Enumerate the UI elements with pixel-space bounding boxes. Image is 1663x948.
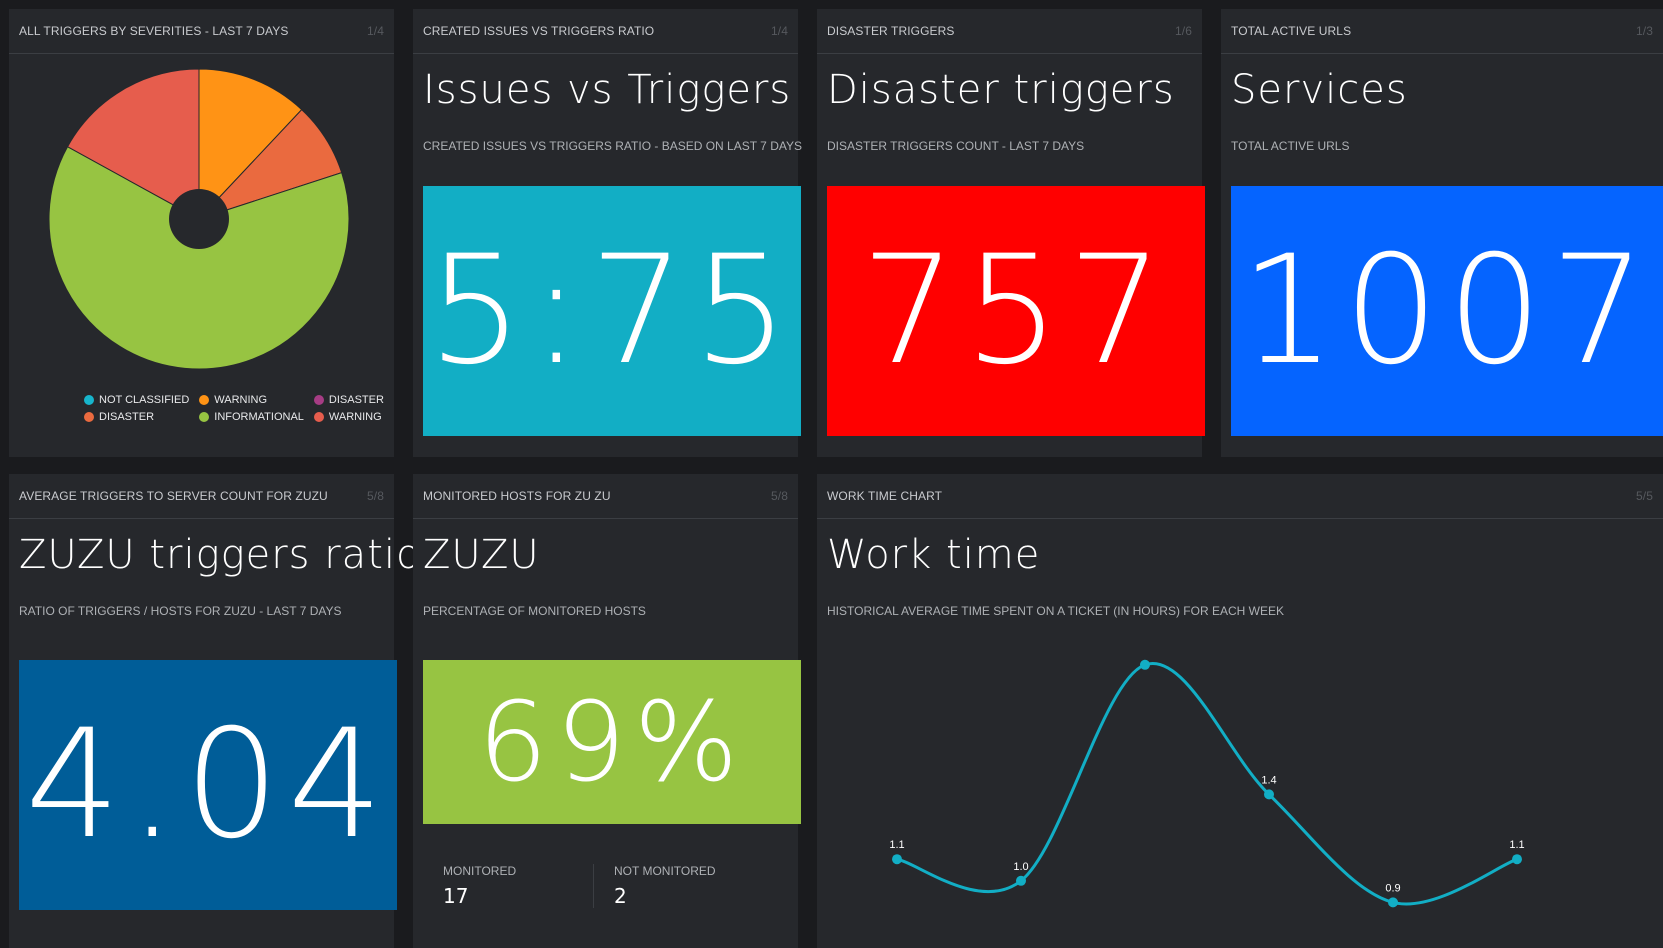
panel-subtitle: RATIO OF TRIGGERS / HOSTS FOR ZUZU - LAS… (19, 604, 342, 618)
active-urls-value: 1007 (1231, 186, 1663, 436)
legend-label: WARNING (214, 394, 268, 406)
legend-dot-icon (84, 412, 94, 422)
legend-label: INFORMATIONAL (214, 411, 304, 423)
data-label: 0.9 (1385, 882, 1400, 894)
monitored-hosts-panel: MONITORED HOSTS FOR ZU ZU 5/8 ZUZU PERCE… (413, 474, 801, 948)
legend-dot-icon (313, 412, 324, 422)
legend-dot-icon (313, 395, 324, 405)
legend-item[interactable]: WARNING (313, 411, 384, 423)
issues-panel: CREATED ISSUES VS TRIGGERS RATIO 1/4 Iss… (413, 9, 802, 457)
legend-label: NOT CLASSIFIED (99, 394, 190, 406)
data-label: 1.0 (1013, 861, 1028, 873)
data-point[interactable] (1140, 659, 1150, 670)
data-label: 1.4 (1261, 774, 1276, 786)
legend-dot-icon (199, 412, 210, 422)
panel-subtitle: DISASTER TRIGGERS COUNT - LAST 7 DAYS (827, 139, 1085, 153)
panel-header-title: ALL TRIGGERS BY SEVERITIES - LAST 7 DAYS (19, 24, 289, 38)
data-point[interactable] (1264, 789, 1274, 800)
zuzu-ratio-value: 4.04 (19, 660, 397, 910)
panel-subtitle: CREATED ISSUES VS TRIGGERS RATIO - BASED… (423, 139, 802, 153)
pie-center-hole (169, 189, 229, 249)
panel-header: TOTAL ACTIVE URLS 1/3 (1221, 9, 1663, 54)
legend-item[interactable]: NOT CLASSIFIED (84, 394, 189, 406)
panel-header: AVERAGE TRIGGERS TO SERVER COUNT FOR ZUZ… (9, 474, 394, 519)
data-point[interactable] (892, 854, 902, 865)
stat-value: 17 (443, 884, 469, 908)
panel-page-indicator[interactable]: 1/6 (1175, 24, 1192, 38)
panel-header: ALL TRIGGERS BY SEVERITIES - LAST 7 DAYS… (9, 9, 394, 54)
legend-item[interactable]: DISASTER (84, 411, 189, 423)
panel-header-title: AVERAGE TRIGGERS TO SERVER COUNT FOR ZUZ… (19, 489, 328, 503)
pie-legend: NOT CLASSIFIED WARNING DISASTER DISASTER INF… (84, 394, 384, 423)
not-monitored-stat: NOT MONITORED 2 (593, 864, 763, 908)
data-point[interactable] (1016, 875, 1026, 886)
legend-label: DISASTER (328, 394, 384, 406)
panel-title: Issues vs Triggers (423, 67, 792, 113)
panel-header-title: CREATED ISSUES VS TRIGGERS RATIO (423, 24, 655, 38)
panel-page-indicator[interactable]: 1/4 (367, 24, 384, 38)
zuzu-ratio-panel: AVERAGE TRIGGERS TO SERVER COUNT FOR ZUZ… (9, 474, 420, 948)
pie-slice[interactable] (48, 146, 350, 370)
monitored-percentage-value: 69% (423, 660, 801, 824)
panel-header-title: TOTAL ACTIVE URLS (1231, 24, 1352, 38)
panel-header-title: DISASTER TRIGGERS (827, 24, 955, 38)
panel-header-title: WORK TIME CHART (827, 489, 943, 503)
legend-item[interactable]: INFORMATIONAL (199, 411, 304, 423)
stat-value: 2 (614, 884, 627, 908)
panel-page-indicator[interactable]: 1/4 (771, 24, 788, 38)
data-label: 1.1 (889, 839, 904, 851)
data-point[interactable] (1512, 854, 1522, 865)
panel-page-indicator[interactable]: 5/5 (1636, 489, 1653, 503)
panel-page-indicator[interactable]: 1/3 (1636, 24, 1653, 38)
issues-ratio-value: 5:75 (423, 186, 801, 436)
panel-title: Services (1231, 67, 1408, 113)
work-time-panel: WORK TIME CHART 5/5 Work time HISTORICAL… (817, 474, 1663, 948)
data-label: 1.1 (1509, 839, 1524, 851)
panel-page-indicator[interactable]: 5/8 (367, 489, 384, 503)
monitored-stat: MONITORED 17 (423, 864, 593, 908)
work-time-line-chart: 1.1 1.0 1.4 0.9 1.1 (889, 659, 1525, 908)
panel-header-title: MONITORED HOSTS FOR ZU ZU (423, 489, 611, 503)
pie-slice[interactable] (198, 68, 303, 221)
panel-title: ZUZU (423, 532, 540, 578)
panel-page-indicator[interactable]: 5/8 (771, 489, 788, 503)
legend-label: WARNING (328, 411, 382, 423)
legend-dot-icon (199, 395, 210, 405)
data-point[interactable] (1388, 897, 1398, 908)
work-time-series-line (896, 661, 1518, 906)
legend-dot-icon (84, 395, 94, 405)
panel-title: Work time (827, 532, 1041, 578)
severities-pie-chart (48, 68, 350, 370)
disaster-count-value: 757 (827, 186, 1205, 436)
legend-item[interactable]: WARNING (199, 394, 304, 406)
disaster-panel: DISASTER TRIGGERS 1/6 Disaster triggers … (817, 9, 1205, 457)
monitored-stats: MONITORED 17 NOT MONITORED 2 (423, 864, 763, 908)
stat-label: MONITORED (443, 864, 517, 878)
panel-subtitle: TOTAL ACTIVE URLS (1231, 139, 1350, 153)
panel-header: CREATED ISSUES VS TRIGGERS RATIO 1/4 (413, 9, 798, 54)
panel-header: DISASTER TRIGGERS 1/6 (817, 9, 1202, 54)
panel-title: Disaster triggers (827, 67, 1175, 113)
panel-subtitle: HISTORICAL AVERAGE TIME SPENT ON A TICKE… (827, 604, 1284, 618)
panel-subtitle: PERCENTAGE OF MONITORED HOSTS (423, 604, 646, 618)
panel-header: MONITORED HOSTS FOR ZU ZU 5/8 (413, 474, 798, 519)
legend-item[interactable]: DISASTER (313, 394, 384, 406)
pie-slice[interactable] (66, 68, 200, 220)
panel-header: WORK TIME CHART 5/5 (817, 474, 1663, 519)
stat-label: NOT MONITORED (614, 864, 716, 878)
urls-panel: TOTAL ACTIVE URLS 1/3 Services TOTAL ACT… (1221, 9, 1663, 457)
legend-label: DISASTER (99, 411, 155, 423)
panel-title: ZUZU triggers ratio (19, 532, 422, 578)
severities-panel: ALL TRIGGERS BY SEVERITIES - LAST 7 DAYS… (9, 9, 394, 457)
